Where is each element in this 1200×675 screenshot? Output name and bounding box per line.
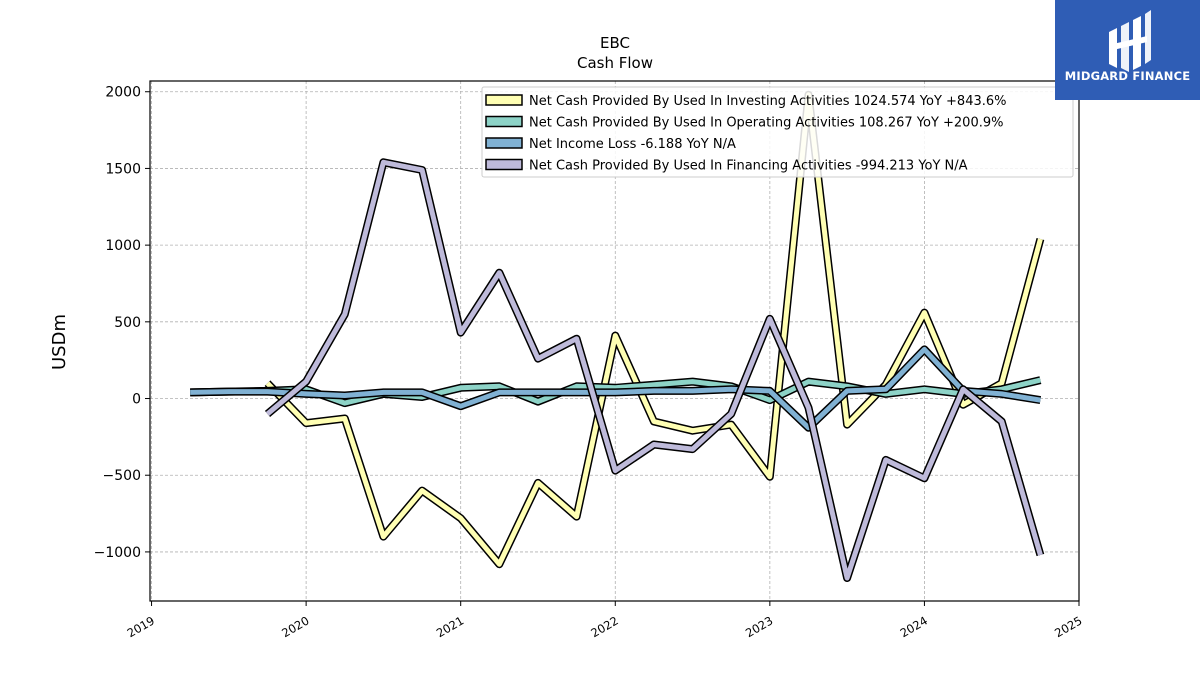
chart-subtitle: Cash Flow: [577, 54, 653, 72]
y-tick-label: 2000: [105, 85, 141, 101]
y-tick-label: 1500: [105, 161, 141, 177]
y-tick-label: 1000: [105, 238, 141, 254]
legend-label: Net Income Loss -6.188 YoY N/A: [529, 137, 736, 152]
x-tick-label: 2019: [125, 613, 157, 640]
y-tick-label: 0: [132, 392, 141, 408]
x-tick-label: 2020: [279, 613, 311, 640]
legend-swatch: [485, 158, 523, 171]
y-tick-label: −1000: [94, 545, 141, 561]
x-tick-label: 2022: [588, 613, 620, 640]
y-tick-label: −500: [103, 468, 141, 484]
series-line: [190, 346, 1041, 431]
x-tick-label: 2023: [743, 613, 775, 640]
legend-box: [481, 86, 1074, 178]
legend-label: Net Cash Provided By Used In Investing A…: [529, 94, 1007, 109]
legend-label: Net Cash Provided By Used In Financing A…: [529, 159, 968, 174]
chart-title: EBC: [600, 34, 630, 52]
midgard-logo-icon: [1109, 10, 1151, 72]
x-tick-label: 2025: [1052, 613, 1084, 640]
x-tick-label: 2024: [898, 613, 930, 640]
legend-swatch: [485, 94, 523, 106]
legend-swatch: [485, 115, 523, 128]
legend: Net Cash Provided By Used In Investing A…: [481, 86, 1074, 178]
legend-swatch: [485, 137, 523, 149]
y-axis-label: USDm: [49, 314, 70, 370]
series-layer: [190, 90, 1045, 582]
series-line: [265, 159, 1043, 581]
series-outline: [264, 158, 1045, 582]
y-tick-label: 500: [114, 315, 141, 331]
x-tick-label: 2021: [434, 613, 466, 640]
plot-frame: [149, 80, 1080, 602]
series-line: [265, 92, 1043, 567]
brand-logo: MIDGARD FINANCE: [1055, 0, 1200, 100]
brand-name: MIDGARD FINANCE: [1064, 69, 1191, 83]
axis-ticks: −1000 −500 0 500 1000 1500 2000 2019 2020 2021 202…: [94, 85, 1085, 641]
legend-label: Net Cash Provided By Used In Operating A…: [529, 116, 1003, 131]
